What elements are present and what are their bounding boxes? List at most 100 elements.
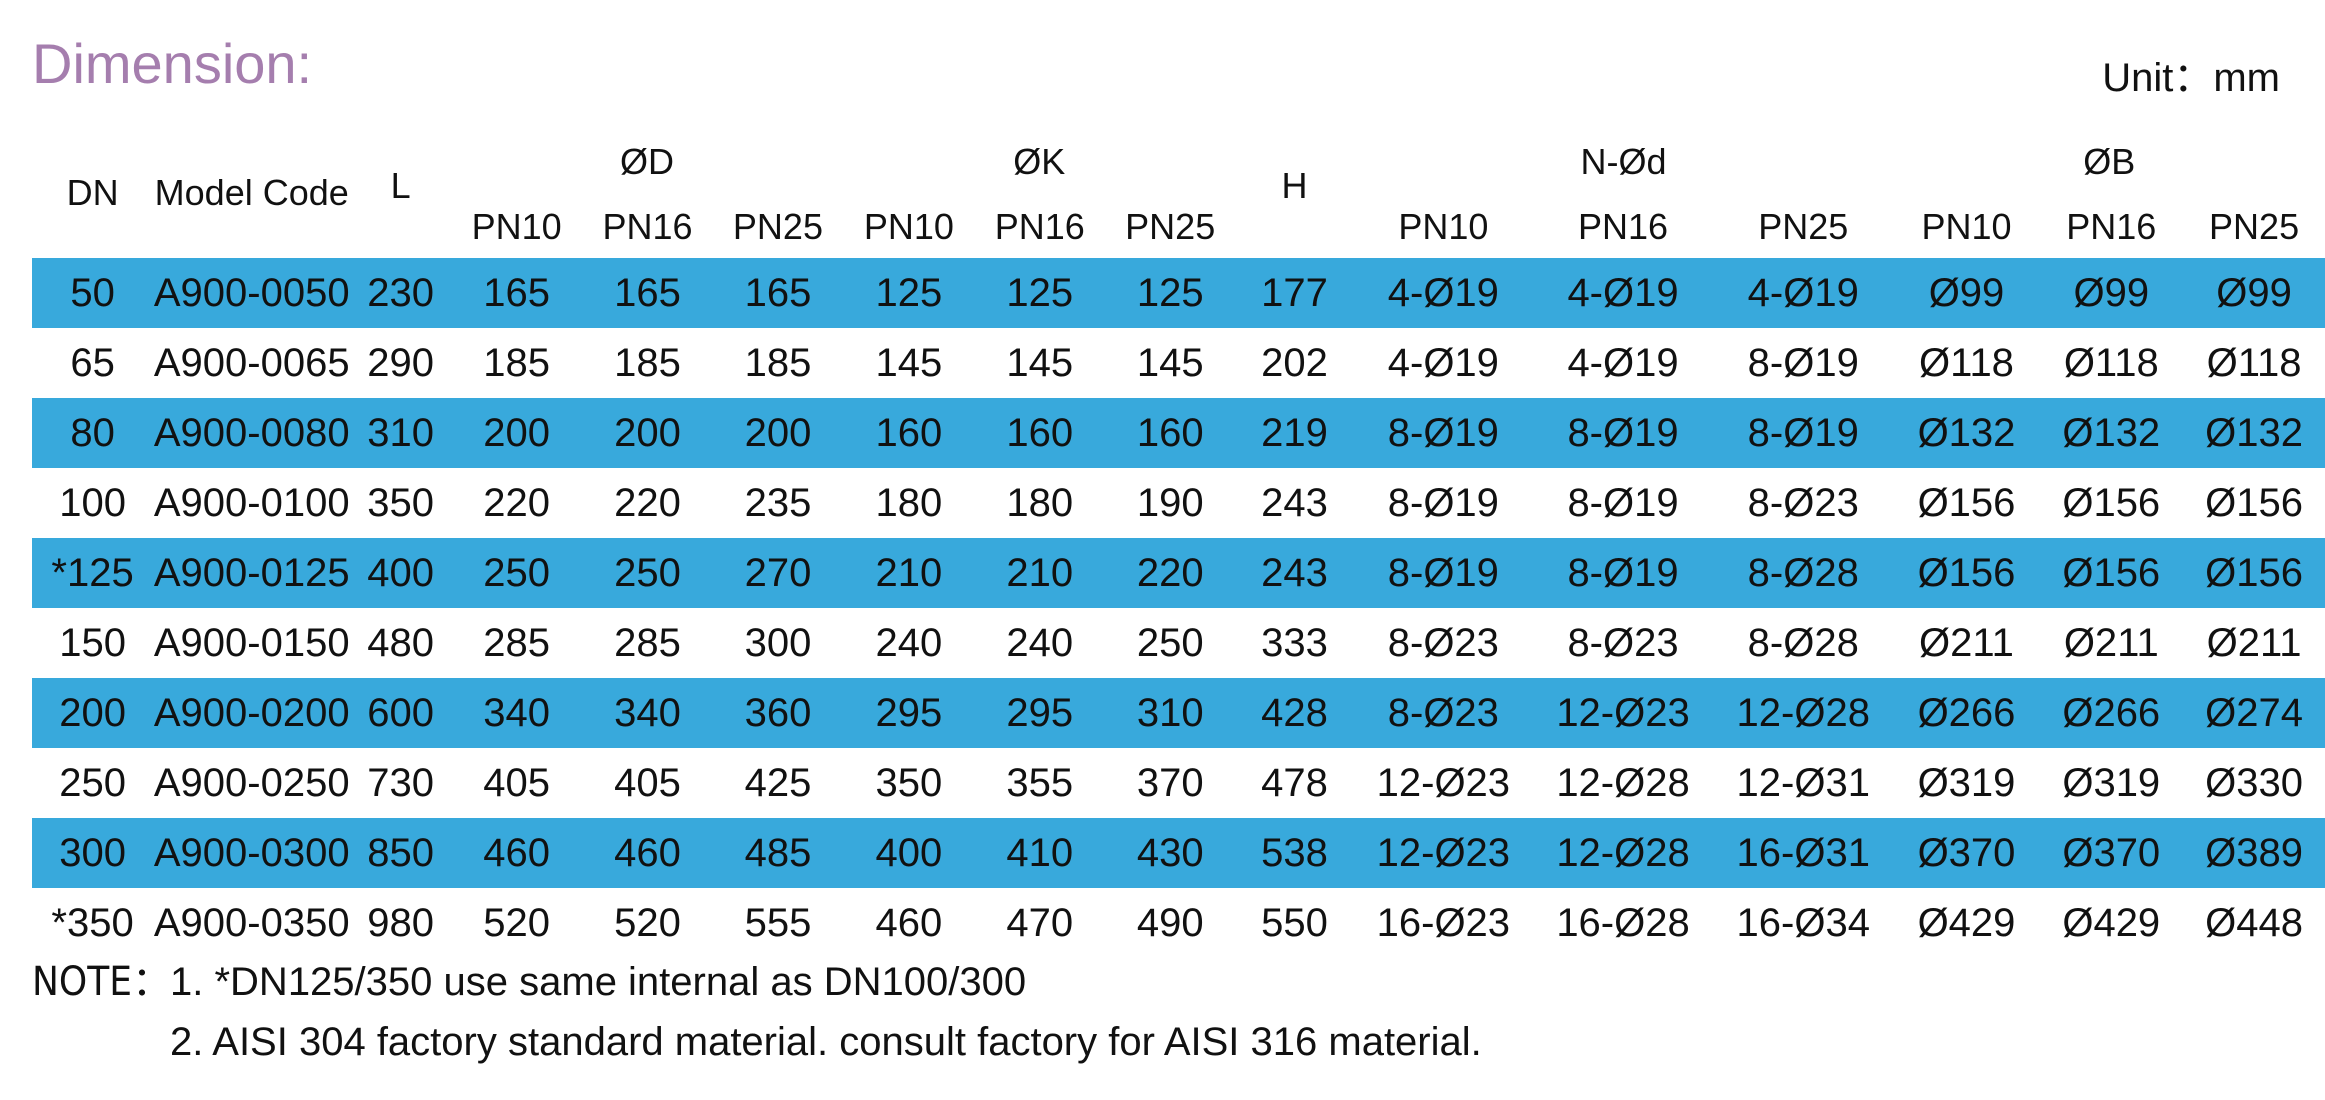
cell-od-pn10: 220 bbox=[483, 481, 550, 525]
table-row: 80 A900-0080 310 200 200 200 160 160 160 219 8-Ø19… bbox=[32, 398, 2325, 468]
cell-ok-pn16: 160 bbox=[974, 398, 1105, 468]
cell-nd-pn16: 16-Ø28 bbox=[1556, 901, 1690, 945]
note-line-1: NOTE：1. *DN125/350 use same internal as … bbox=[32, 962, 1026, 1002]
cell-ok-pn10: 125 bbox=[843, 258, 975, 328]
table-row: 150 A900-0150 480 285 285 300 240 240 250 333 8-Ø2… bbox=[32, 608, 2325, 678]
table-row: 50 A900-0050 230 165 165 165 125 125 125 177 4-Ø19… bbox=[32, 258, 2325, 328]
cell-h: 243 bbox=[1235, 538, 1354, 608]
cell-nd-pn10: 4-Ø19 bbox=[1353, 258, 1534, 328]
cell-ob-pn10: Ø370 bbox=[1893, 818, 2040, 888]
cell-nd-pn16: 8-Ø19 bbox=[1533, 538, 1713, 608]
cell-od-pn10: 285 bbox=[483, 621, 550, 665]
cell-od-pn16: 200 bbox=[582, 398, 713, 468]
cell-ok-pn10: 350 bbox=[875, 761, 943, 805]
cell-ok-pn16: 210 bbox=[974, 538, 1105, 608]
cell-ok-pn16: 145 bbox=[1006, 341, 1074, 385]
cell-model-code: A900-0100 bbox=[153, 481, 350, 525]
cell-h: 177 bbox=[1235, 258, 1354, 328]
cell-od-pn16: 460 bbox=[582, 818, 713, 888]
cell-ok-pn10: 240 bbox=[875, 621, 943, 665]
cell-ob-pn16: Ø266 bbox=[2039, 678, 2184, 748]
cell-ob-pn10: Ø266 bbox=[1893, 678, 2040, 748]
cell-nd-pn16: 12-Ø23 bbox=[1533, 678, 1713, 748]
cell-od-pn16: 250 bbox=[582, 538, 713, 608]
cell-ok-pn10: 180 bbox=[875, 481, 943, 525]
cell-l: 980 bbox=[367, 901, 434, 945]
note-line-2: 2. AISI 304 factory standard material. c… bbox=[170, 1022, 1482, 1062]
cell-nd-pn16: 8-Ø19 bbox=[1533, 398, 1713, 468]
cell-model-code: A900-0150 bbox=[153, 621, 350, 665]
cell-ob-pn10: Ø156 bbox=[1893, 538, 2040, 608]
cell-ok-pn25: 490 bbox=[1136, 901, 1204, 945]
note-label: NOTE： bbox=[32, 959, 172, 1005]
cell-ok-pn10: 145 bbox=[875, 341, 943, 385]
table-row: 65 A900-0065 290 185 185 185 145 145 145 202 4-Ø19… bbox=[32, 328, 2325, 398]
cell-od-pn16: 340 bbox=[582, 678, 713, 748]
header-nd-pn16: PN16 bbox=[1578, 206, 1669, 247]
cell-nd-pn10: 8-Ø23 bbox=[1353, 678, 1534, 748]
cell-model-code: A900-0200 bbox=[153, 678, 351, 748]
cell-h: 478 bbox=[1261, 761, 1328, 805]
cell-ok-pn25: 310 bbox=[1104, 678, 1236, 748]
cell-l: 400 bbox=[350, 538, 451, 608]
header-ok-pn10: PN10 bbox=[863, 206, 954, 247]
cell-ok-pn10: 210 bbox=[843, 538, 975, 608]
cell-ob-pn16: Ø132 bbox=[2039, 398, 2184, 468]
cell-ob-pn25: Ø156 bbox=[2205, 481, 2303, 525]
cell-od-pn10: 460 bbox=[450, 818, 583, 888]
cell-od-pn16: 285 bbox=[614, 621, 681, 665]
cell-ob-pn25: Ø330 bbox=[2205, 761, 2303, 805]
cell-ok-pn10: 400 bbox=[843, 818, 975, 888]
cell-od-pn16: 520 bbox=[614, 901, 681, 945]
cell-dn: 250 bbox=[59, 761, 126, 805]
header-n-od: N-Ød bbox=[1580, 141, 1667, 182]
header-dn: DN bbox=[66, 172, 119, 213]
cell-ob-pn16: Ø156 bbox=[2062, 481, 2161, 525]
cell-nd-pn25: 12-Ø28 bbox=[1712, 678, 1894, 748]
cell-dn: 150 bbox=[59, 621, 126, 665]
cell-ob-pn25: Ø211 bbox=[2206, 621, 2302, 665]
cell-ok-pn25: 250 bbox=[1136, 621, 1204, 665]
cell-h: 538 bbox=[1235, 818, 1354, 888]
cell-ok-pn16: 295 bbox=[974, 678, 1105, 748]
cell-nd-pn10: 12-Ø23 bbox=[1376, 761, 1511, 805]
cell-nd-pn25: 16-Ø31 bbox=[1712, 818, 1894, 888]
cell-ok-pn25: 190 bbox=[1136, 481, 1204, 525]
header-ok-pn16: PN16 bbox=[994, 206, 1085, 247]
cell-od-pn25: 200 bbox=[712, 398, 844, 468]
header-od-pn16: PN16 bbox=[602, 206, 693, 247]
cell-h: 202 bbox=[1261, 341, 1328, 385]
cell-ok-pn16: 240 bbox=[1006, 621, 1074, 665]
cell-dn: 65 bbox=[70, 341, 115, 385]
cell-l: 730 bbox=[367, 761, 434, 805]
cell-nd-pn10: 12-Ø23 bbox=[1353, 818, 1534, 888]
cell-od-pn10: 250 bbox=[450, 538, 583, 608]
cell-ok-pn16: 410 bbox=[974, 818, 1105, 888]
cell-od-pn16: 405 bbox=[614, 761, 681, 805]
cell-od-pn25: 360 bbox=[712, 678, 844, 748]
cell-nd-pn16: 8-Ø23 bbox=[1567, 621, 1679, 665]
cell-od-pn10: 185 bbox=[483, 341, 550, 385]
header-model-code: Model Code bbox=[154, 172, 349, 213]
table-row: 300 A900-0300 850 460 460 485 400 410 430 538 12-Ø… bbox=[32, 818, 2325, 888]
cell-l: 850 bbox=[350, 818, 451, 888]
cell-ob-pn25: Ø274 bbox=[2183, 678, 2325, 748]
cell-l: 310 bbox=[350, 398, 451, 468]
cell-nd-pn25: 8-Ø19 bbox=[1712, 398, 1894, 468]
cell-ob-pn10: Ø319 bbox=[1917, 761, 2016, 805]
cell-nd-pn25: 8-Ø23 bbox=[1747, 481, 1859, 525]
header-row-pressure: PN10 PN16 PN25 PN10 PN16 PN25 PN10 PN16 … bbox=[32, 196, 2325, 258]
cell-ok-pn10: 295 bbox=[843, 678, 975, 748]
cell-nd-pn25: 12-Ø31 bbox=[1736, 761, 1870, 805]
cell-nd-pn25: 16-Ø34 bbox=[1736, 901, 1870, 945]
cell-h: 428 bbox=[1235, 678, 1354, 748]
cell-ob-pn25: Ø99 bbox=[2183, 258, 2325, 328]
cell-l: 290 bbox=[367, 341, 434, 385]
cell-dn: 50 bbox=[32, 258, 154, 328]
header-nd-pn25: PN25 bbox=[1758, 206, 1849, 247]
cell-ok-pn25: 145 bbox=[1136, 341, 1204, 385]
cell-ok-pn16: 125 bbox=[974, 258, 1105, 328]
cell-ok-pn25: 370 bbox=[1136, 761, 1204, 805]
cell-nd-pn10: 16-Ø23 bbox=[1376, 901, 1511, 945]
cell-ob-pn16: Ø370 bbox=[2039, 818, 2184, 888]
